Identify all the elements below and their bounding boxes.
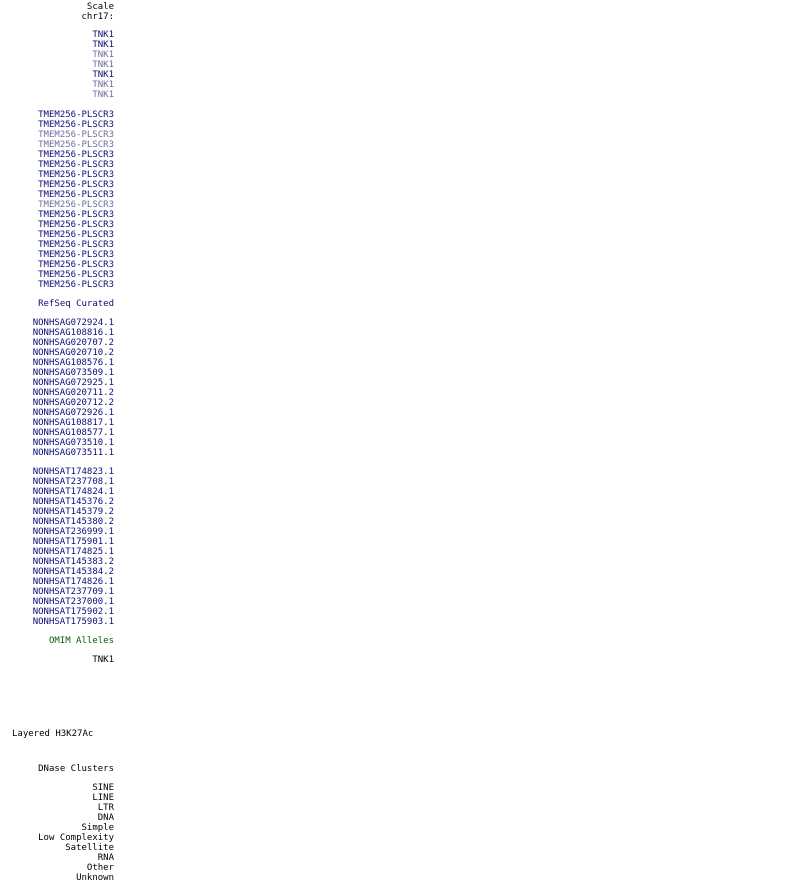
gene-item-label[interactable]: TNK1 — [92, 70, 114, 80]
gene-item-label[interactable]: TMEM256-PLSCR3 — [38, 120, 114, 130]
noncode-gene-label[interactable]: NONHSAG020711.2 — [32, 388, 114, 398]
gene-item-label[interactable]: TMEM256-PLSCR3 — [38, 170, 114, 180]
noncode-transcript-label[interactable]: NONHSAT145383.2 — [32, 557, 114, 567]
gene-item-label[interactable]: TMEM256-PLSCR3 — [38, 130, 114, 140]
noncode-gene-label[interactable]: NONHSAG020707.2 — [32, 338, 114, 348]
scale-label: Scale — [86, 2, 114, 12]
noncode-transcript-label[interactable]: NONHSAT237000.1 — [32, 597, 114, 607]
track-label-dnase-clusters[interactable]: DNase Clusters — [38, 764, 114, 774]
noncode-gene-label[interactable]: NONHSAG073510.1 — [32, 438, 114, 448]
noncode-gene-label[interactable]: NONHSAG108817.1 — [32, 418, 114, 428]
gene-item-label[interactable]: TNK1 — [92, 90, 114, 100]
gene-item-label[interactable]: TMEM256-PLSCR3 — [38, 250, 114, 260]
gene-item-label[interactable]: TNK1 — [92, 60, 114, 70]
noncode-transcript-label[interactable]: NONHSAT145380.2 — [32, 517, 114, 527]
noncode-transcript-label[interactable]: NONHSAT237708.1 — [32, 477, 114, 487]
gene-item-label[interactable]: TNK1 — [92, 40, 114, 50]
gene-item-label[interactable]: TMEM256-PLSCR3 — [38, 230, 114, 240]
noncode-gene-label[interactable]: NONHSAG108577.1 — [32, 428, 114, 438]
noncode-gene-label[interactable]: NONHSAG020712.2 — [32, 398, 114, 408]
repeat-class-label: LINE — [92, 793, 114, 803]
repeat-class-label: Unknown — [76, 873, 114, 883]
gene-item-label[interactable]: TMEM256-PLSCR3 — [38, 110, 114, 120]
gene-item-label[interactable]: TMEM256-PLSCR3 — [38, 280, 114, 290]
gene-item-label[interactable]: TMEM256-PLSCR3 — [38, 260, 114, 270]
repeat-class-label: RNA — [97, 853, 114, 863]
repeat-class-label: DNA — [97, 813, 114, 823]
gene-item-label[interactable]: TMEM256-PLSCR3 — [38, 210, 114, 220]
omim-item-label[interactable]: TNK1 — [92, 655, 114, 665]
noncode-gene-label[interactable]: NONHSAG072926.1 — [32, 408, 114, 418]
noncode-transcript-label[interactable]: NONHSAT174824.1 — [32, 487, 114, 497]
gene-item-label[interactable]: TMEM256-PLSCR3 — [38, 200, 114, 210]
noncode-transcript-label[interactable]: NONHSAT175901.1 — [32, 537, 114, 547]
gene-item-label[interactable]: TMEM256-PLSCR3 — [38, 220, 114, 230]
repeat-class-label: Low Complexity — [38, 833, 114, 843]
noncode-transcript-label[interactable]: NONHSAT236999.1 — [32, 527, 114, 537]
gene-item-label[interactable]: TMEM256-PLSCR3 — [38, 240, 114, 250]
noncode-gene-label[interactable]: NONHSAG072925.1 — [32, 378, 114, 388]
noncode-gene-label[interactable]: NONHSAG073509.1 — [32, 368, 114, 378]
track-label-omim-alleles[interactable]: OMIM Alleles — [48, 636, 114, 646]
noncode-transcript-label[interactable]: NONHSAT175902.1 — [32, 607, 114, 617]
noncode-gene-label[interactable]: NONHSAG073511.1 — [32, 448, 114, 458]
noncode-transcript-label[interactable]: NONHSAT145376.2 — [32, 497, 114, 507]
gene-item-label[interactable]: TMEM256-PLSCR3 — [38, 270, 114, 280]
noncode-gene-label[interactable]: NONHSAG072924.1 — [32, 318, 114, 328]
noncode-transcript-label[interactable]: NONHSAT145384.2 — [32, 567, 114, 577]
repeat-class-label: LTR — [97, 803, 114, 813]
gene-item-label[interactable]: TMEM256-PLSCR3 — [38, 190, 114, 200]
repeat-class-label: Satellite — [65, 843, 114, 853]
gene-item-label[interactable]: TMEM256-PLSCR3 — [38, 140, 114, 150]
noncode-transcript-label[interactable]: NONHSAT174825.1 — [32, 547, 114, 557]
repeat-class-label: Simple — [81, 823, 114, 833]
repeat-class-label: Other — [86, 863, 114, 873]
noncode-transcript-label[interactable]: NONHSAT237709.1 — [32, 587, 114, 597]
gene-item-label[interactable]: TMEM256-PLSCR3 — [38, 160, 114, 170]
gene-item-label[interactable]: TNK1 — [92, 50, 114, 60]
noncode-transcript-label[interactable]: NONHSAT174823.1 — [32, 467, 114, 477]
gene-item-label[interactable]: TMEM256-PLSCR3 — [38, 150, 114, 160]
noncode-gene-label[interactable]: NONHSAG108576.1 — [32, 358, 114, 368]
noncode-transcript-label[interactable]: NONHSAT175903.1 — [32, 617, 114, 627]
gene-item-label[interactable]: TNK1 — [92, 80, 114, 90]
noncode-gene-label[interactable]: NONHSAG020710.2 — [32, 348, 114, 358]
track-label-layered-h3k27ac[interactable]: Layered H3K27Ac — [12, 729, 94, 739]
repeat-class-label: SINE — [92, 783, 114, 793]
chrom-label: chr17: — [81, 12, 114, 22]
gene-item-label[interactable]: TMEM256-PLSCR3 — [38, 180, 114, 190]
track-label-refseq-curated[interactable]: RefSeq Curated — [38, 299, 114, 309]
noncode-transcript-label[interactable]: NONHSAT174826.1 — [32, 577, 114, 587]
gene-item-label[interactable]: TNK1 — [92, 30, 114, 40]
noncode-transcript-label[interactable]: NONHSAT145379.2 — [32, 507, 114, 517]
noncode-gene-label[interactable]: NONHSAG108816.1 — [32, 328, 114, 338]
